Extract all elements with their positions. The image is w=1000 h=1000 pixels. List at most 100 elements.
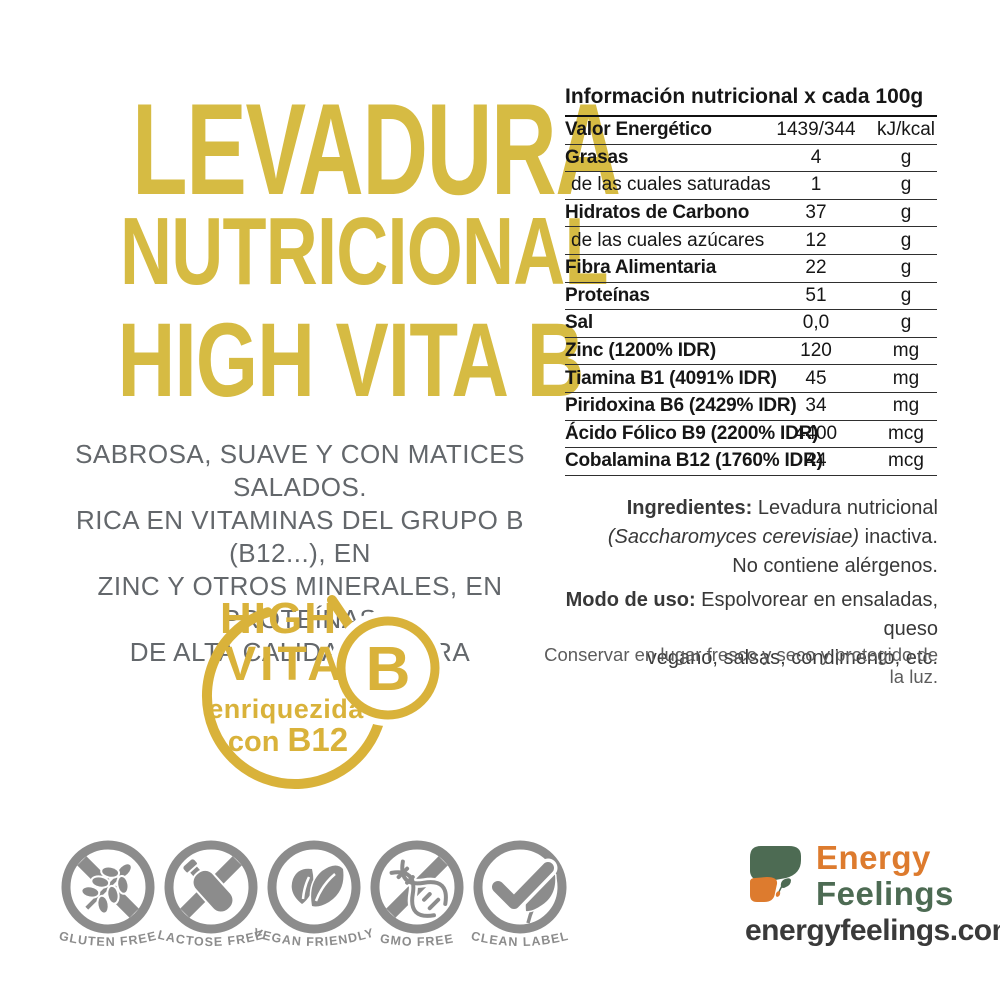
row-value: 12 — [805, 229, 827, 251]
row-value: 1439/344 — [776, 119, 856, 141]
table-row: Ácido Fólico B9 (2200% IDR) 4400 mcg — [565, 421, 937, 449]
row-label: Hidratos de Carbono — [565, 202, 750, 224]
gmo-free-label: GMO FREE — [379, 931, 454, 949]
description-line: ZINC Y OTROS MINERALES, EN PROTEÍNAS — [97, 571, 503, 634]
row-unit: mcg — [888, 422, 924, 444]
svg-text:GMO FREE: GMO FREE — [379, 931, 455, 949]
badge-b-letter: B — [366, 635, 411, 704]
badge-word-enriquezida: enriquezida — [208, 694, 364, 724]
high-vita-b-badge-icon: B HIGH VITA enriquezida con B12 — [201, 594, 446, 790]
badge-word-con-b12: con B12 — [228, 721, 348, 758]
row-label: Sal — [565, 312, 593, 334]
product-title-line-2: NUTRICIONAL — [120, 198, 608, 305]
svg-text:GLUTEN FREE: GLUTEN FREE — [58, 929, 159, 949]
row-unit: mcg — [888, 450, 924, 472]
row-label: Valor Energético — [565, 119, 712, 141]
row-unit: g — [900, 229, 912, 251]
row-label: Ácido Fólico B9 (2200% IDR) — [565, 422, 819, 444]
row-value: 34 — [805, 395, 827, 417]
row-value: 51 — [805, 284, 827, 306]
table-row: Zinc (1200% IDR) 120 mg — [565, 338, 937, 366]
row-unit: mg — [892, 340, 920, 362]
usage-section: Modo de uso: Espolvorear en ensaladas, q… — [560, 586, 938, 673]
table-row: Tiamina B1 (4091% IDR) 45 mg — [565, 365, 937, 393]
nutrition-table: Información nutricional x cada 100g Valo… — [565, 85, 937, 476]
ingredients-line: Ingredientes: Levadura nutricional — [560, 494, 938, 523]
row-label: Piridoxina B6 (2429% IDR) — [565, 395, 797, 417]
row-value: 45 — [805, 367, 827, 389]
svg-text:CLEAN LABEL: CLEAN LABEL — [470, 929, 571, 949]
product-description: SABROSA, SUAVE Y CON MATICES SALADOS. RI… — [50, 438, 550, 669]
brand-name: Energy Feelings — [816, 840, 956, 912]
product-title-line-3: HIGH VITA B — [117, 302, 585, 419]
row-unit: g — [900, 202, 912, 224]
row-unit: g — [900, 312, 912, 334]
brand-website: energyfeelings.com — [745, 914, 1000, 947]
row-value: 44 — [805, 450, 827, 472]
table-row: Cobalamina B12 (1760% IDR) 44 mcg — [565, 448, 937, 476]
gmo-free-icon: GMO FREE — [370, 840, 464, 949]
table-row: Hidratos de Carbono 37 g — [565, 200, 937, 228]
energy-feelings-logo-icon — [750, 846, 801, 902]
vegan-friendly-icon: VEGAN FRIENDLY — [252, 840, 375, 949]
row-value: 37 — [805, 202, 827, 224]
row-value: 1 — [810, 174, 822, 196]
ingredients-latin-name: (Saccharomyces cerevisiae) — [607, 526, 860, 548]
row-value: 22 — [805, 257, 827, 279]
brand-name-energy: Energy — [816, 839, 931, 876]
row-unit: g — [900, 257, 912, 279]
product-title-line-1: LEVADURA — [132, 76, 621, 222]
usage-text: Espolvorear en ensaladas, queso — [695, 589, 938, 640]
ingredients-label: Ingredientes: — [626, 497, 753, 519]
table-row: Proteínas 51 g — [565, 283, 937, 311]
row-value: 4400 — [794, 422, 838, 444]
usage-label: Modo de uso: — [565, 589, 696, 611]
row-label: Tiamina B1 (4091% IDR) — [565, 367, 777, 389]
row-label: Fibra Alimentaria — [565, 257, 717, 279]
clean-label-label: CLEAN LABEL — [470, 929, 570, 949]
ingredients-line: (Saccharomyces cerevisiae) inactiva. — [560, 523, 938, 552]
nutrition-table-header: Información nutricional x cada 100g — [565, 85, 937, 117]
row-label: de las cuales saturadas — [571, 174, 771, 196]
table-row: Grasas 4 g — [565, 145, 937, 173]
table-row: Piridoxina B6 (2429% IDR) 34 mg — [565, 393, 937, 421]
row-unit: mg — [892, 395, 920, 417]
ingredients-text: Levadura nutricional — [752, 497, 938, 519]
gluten-free-label: GLUTEN FREE — [58, 929, 158, 949]
row-unit: g — [900, 146, 912, 168]
description-line: RICA EN VITAMINAS DEL GRUPO B (B12...), … — [76, 505, 524, 568]
ingredients-text: inactiva. — [859, 526, 938, 548]
row-label: de las cuales azúcares — [571, 229, 765, 251]
row-label: Proteínas — [565, 284, 650, 306]
row-unit: g — [900, 174, 912, 196]
row-value: 4 — [810, 146, 822, 168]
badge-word-b12: B12 — [288, 721, 349, 758]
row-value: 120 — [800, 340, 832, 362]
brand-name-feelings: Feelings — [816, 875, 954, 912]
row-value: 0,0 — [802, 312, 830, 334]
table-row: Valor Energético 1439/344 kJ/kcal — [565, 117, 937, 145]
gluten-free-icon: GLUTEN FREE — [58, 840, 159, 949]
table-row: Sal 0,0 g — [565, 310, 937, 338]
badge-word-high: HIGH — [220, 594, 338, 643]
storage-note: Conservar en lugar fresco y seco y prote… — [544, 644, 938, 687]
badge-word-con: con — [228, 726, 288, 758]
usage-line: Modo de uso: Espolvorear en ensaladas, q… — [560, 586, 938, 644]
clean-label-icon: CLEAN LABEL — [470, 840, 571, 949]
lactose-free-icon: LACTOSE FREE — [156, 840, 265, 949]
ingredients-line: No contiene alérgenos. — [732, 555, 938, 577]
table-row: Fibra Alimentaria 22 g — [565, 255, 937, 283]
ingredients-section: Ingredientes: Levadura nutricional (Sacc… — [560, 494, 938, 581]
row-unit: mg — [892, 367, 920, 389]
usage-line: vegano, salsas, condimento, etc. — [646, 647, 938, 669]
badge-word-vita: VITA — [224, 638, 346, 691]
table-row: de las cuales saturadas 1 g — [565, 172, 937, 200]
row-label: Grasas — [565, 146, 629, 168]
row-unit: g — [900, 284, 912, 306]
row-unit: kJ/kcal — [876, 119, 936, 141]
row-label: Zinc (1200% IDR) — [565, 340, 716, 362]
row-label: Cobalamina B12 (1760% IDR) — [565, 450, 823, 472]
table-row: de las cuales azúcares 12 g — [565, 227, 937, 255]
description-line: SABROSA, SUAVE Y CON MATICES SALADOS. — [75, 439, 525, 502]
